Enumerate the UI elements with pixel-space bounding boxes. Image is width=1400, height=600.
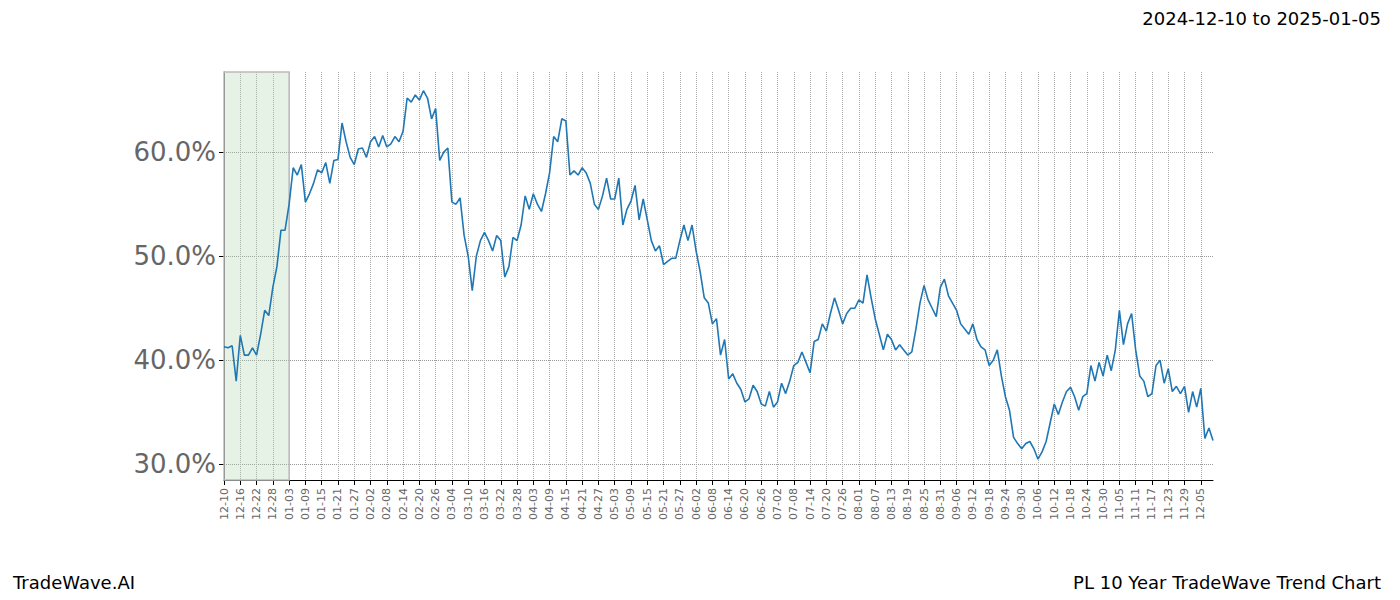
svg-text:02-26: 02-26 [429,488,442,520]
svg-text:06-08: 06-08 [706,488,719,520]
svg-text:08-31: 08-31 [934,488,947,520]
svg-text:03-22: 03-22 [494,488,507,520]
svg-text:10-18: 10-18 [1064,488,1077,520]
svg-text:09-30: 09-30 [1015,488,1028,520]
svg-text:03-04: 03-04 [445,488,458,520]
svg-text:03-28: 03-28 [511,488,524,520]
svg-text:12-28: 12-28 [266,488,279,520]
svg-text:07-02: 07-02 [771,488,784,520]
svg-text:01-15: 01-15 [315,488,328,520]
svg-text:02-02: 02-02 [364,488,377,520]
svg-text:09-24: 09-24 [999,488,1012,520]
svg-text:04-21: 04-21 [576,488,589,520]
svg-text:09-18: 09-18 [983,488,996,520]
svg-text:01-21: 01-21 [331,488,344,520]
svg-text:07-14: 07-14 [804,488,817,520]
svg-text:08-07: 08-07 [869,488,882,520]
svg-text:06-14: 06-14 [722,488,735,520]
svg-text:08-19: 08-19 [901,488,914,520]
svg-text:06-26: 06-26 [755,488,768,520]
svg-text:05-21: 05-21 [657,488,670,520]
svg-text:40.0%: 40.0% [133,345,216,375]
svg-text:04-15: 04-15 [559,488,572,520]
svg-text:30.0%: 30.0% [133,449,216,479]
svg-text:11-11: 11-11 [1129,488,1142,520]
svg-text:PL 10 Year TradeWave Trend Cha: PL 10 Year TradeWave Trend Chart [1073,572,1381,593]
svg-text:02-14: 02-14 [397,488,410,520]
svg-text:03-10: 03-10 [462,488,475,520]
svg-text:01-03: 01-03 [283,488,296,520]
svg-text:07-08: 07-08 [787,488,800,520]
svg-text:08-13: 08-13 [885,488,898,520]
svg-text:12-05: 12-05 [1194,488,1207,520]
svg-text:TradeWave.AI: TradeWave.AI [12,572,135,593]
svg-text:60.0%: 60.0% [133,137,216,167]
svg-text:10-12: 10-12 [1048,488,1061,520]
svg-text:08-01: 08-01 [852,488,865,520]
svg-text:07-26: 07-26 [836,488,849,520]
svg-text:05-03: 05-03 [608,488,621,520]
svg-text:12-16: 12-16 [234,488,247,520]
svg-text:09-12: 09-12 [966,488,979,520]
svg-text:12-22: 12-22 [250,488,263,520]
svg-text:03-16: 03-16 [478,488,491,520]
svg-text:09-06: 09-06 [950,488,963,520]
svg-text:11-23: 11-23 [1162,488,1175,520]
svg-text:07-20: 07-20 [820,488,833,520]
svg-text:05-09: 05-09 [624,488,637,520]
svg-text:02-20: 02-20 [413,488,426,520]
svg-text:01-09: 01-09 [299,488,312,520]
svg-text:10-24: 10-24 [1080,488,1093,520]
svg-text:06-20: 06-20 [738,488,751,520]
svg-text:10-30: 10-30 [1097,488,1110,520]
svg-text:08-25: 08-25 [918,488,931,520]
svg-text:04-27: 04-27 [592,488,605,520]
svg-text:50.0%: 50.0% [133,241,216,271]
svg-text:05-27: 05-27 [673,488,686,520]
svg-text:2024-12-10 to 2025-01-05: 2024-12-10 to 2025-01-05 [1142,8,1381,29]
svg-text:02-08: 02-08 [380,488,393,520]
svg-text:12-10: 12-10 [218,488,231,520]
svg-text:11-29: 11-29 [1178,488,1191,520]
svg-text:11-05: 11-05 [1113,488,1126,520]
svg-text:06-02: 06-02 [690,488,703,520]
svg-text:01-27: 01-27 [348,488,361,520]
svg-text:04-09: 04-09 [543,488,556,520]
svg-text:04-03: 04-03 [527,488,540,520]
svg-text:11-17: 11-17 [1145,488,1158,520]
svg-text:05-15: 05-15 [641,488,654,520]
svg-text:10-06: 10-06 [1031,488,1044,520]
